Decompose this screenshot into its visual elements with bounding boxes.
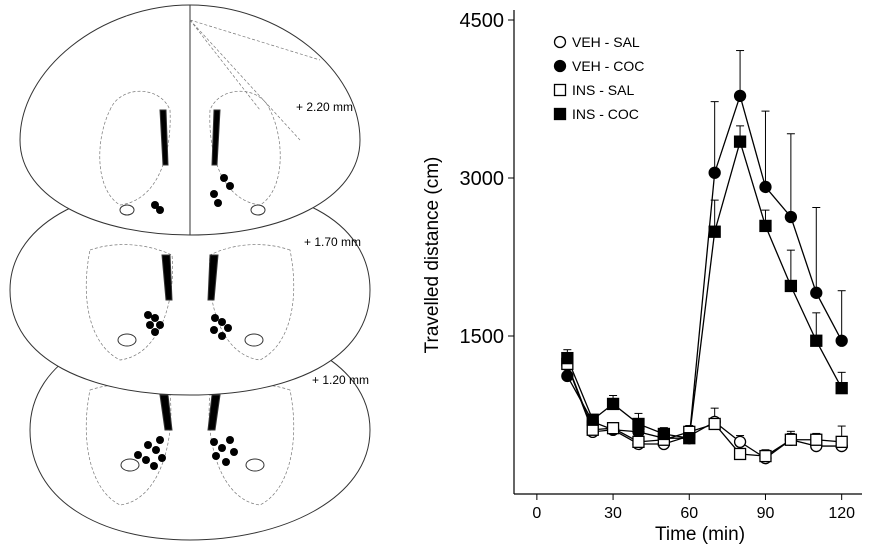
x-tick-label: 120 <box>828 505 855 522</box>
x-tick-label: 60 <box>680 505 698 522</box>
legend-marker <box>553 83 567 97</box>
section-outline <box>9 188 371 396</box>
x-axis-label: Time (min) <box>655 524 745 545</box>
section-label: + 1.70 mm <box>304 235 361 249</box>
section-label: + 2.20 mm <box>296 100 353 114</box>
legend-label: VEH - SAL <box>572 34 640 50</box>
brain-sections: + 2.20 mm + 1.70 mm + 1.20 mm <box>9 4 371 541</box>
marker <box>733 447 747 461</box>
marker <box>683 432 696 445</box>
structure <box>120 458 140 472</box>
marker <box>810 286 823 299</box>
legend-label: VEH - COC <box>572 58 644 74</box>
marker <box>784 210 798 224</box>
marker <box>835 381 848 395</box>
marker <box>561 369 574 383</box>
series-line <box>566 364 842 459</box>
marker <box>708 166 721 179</box>
structure <box>244 333 264 347</box>
marker <box>733 435 747 449</box>
y-tick-label: 1500 <box>460 326 505 348</box>
marker <box>784 433 798 446</box>
y-axis-label: Travelled distance (cm) <box>422 157 443 354</box>
legend-marker <box>553 107 567 121</box>
y-tick-label: 4500 <box>460 10 505 32</box>
injection-sites <box>134 174 238 470</box>
ventricle <box>159 109 221 166</box>
legend-marker <box>553 35 567 49</box>
marker <box>810 334 823 347</box>
x-tick-label: 30 <box>604 505 622 522</box>
marker <box>733 135 747 148</box>
marker <box>606 397 620 411</box>
marker <box>784 279 798 293</box>
marker <box>810 433 823 446</box>
marker <box>759 219 772 233</box>
structure <box>117 333 137 347</box>
marker <box>835 435 848 449</box>
legend-label: INS - SAL <box>572 82 634 98</box>
marker <box>561 351 574 365</box>
marker <box>586 413 599 426</box>
ventricle <box>159 394 221 431</box>
series-line <box>566 93 843 439</box>
marker <box>708 225 721 238</box>
x-tick-label: 0 <box>532 505 541 522</box>
section-detail <box>85 244 295 361</box>
y-tick-label: 3000 <box>460 168 505 190</box>
marker <box>632 435 645 449</box>
plot: Travelled distance (cm) Time (min) 1500 3… <box>422 10 862 545</box>
section-label: + 1.20 mm <box>312 373 369 387</box>
marker <box>759 180 772 194</box>
ventricle <box>161 254 219 301</box>
marker <box>586 423 599 436</box>
series-line <box>566 139 843 439</box>
marker <box>606 422 620 435</box>
legend-marker <box>553 59 567 73</box>
marker <box>835 334 848 347</box>
marker <box>759 449 772 463</box>
marker <box>708 417 721 431</box>
structure <box>119 204 135 216</box>
marker <box>632 417 645 431</box>
marker <box>733 89 747 102</box>
structure <box>245 458 265 472</box>
x-tick-label: 90 <box>757 505 775 522</box>
legend-label: INS - COC <box>572 106 639 122</box>
structure <box>250 204 266 216</box>
marker <box>657 427 671 441</box>
